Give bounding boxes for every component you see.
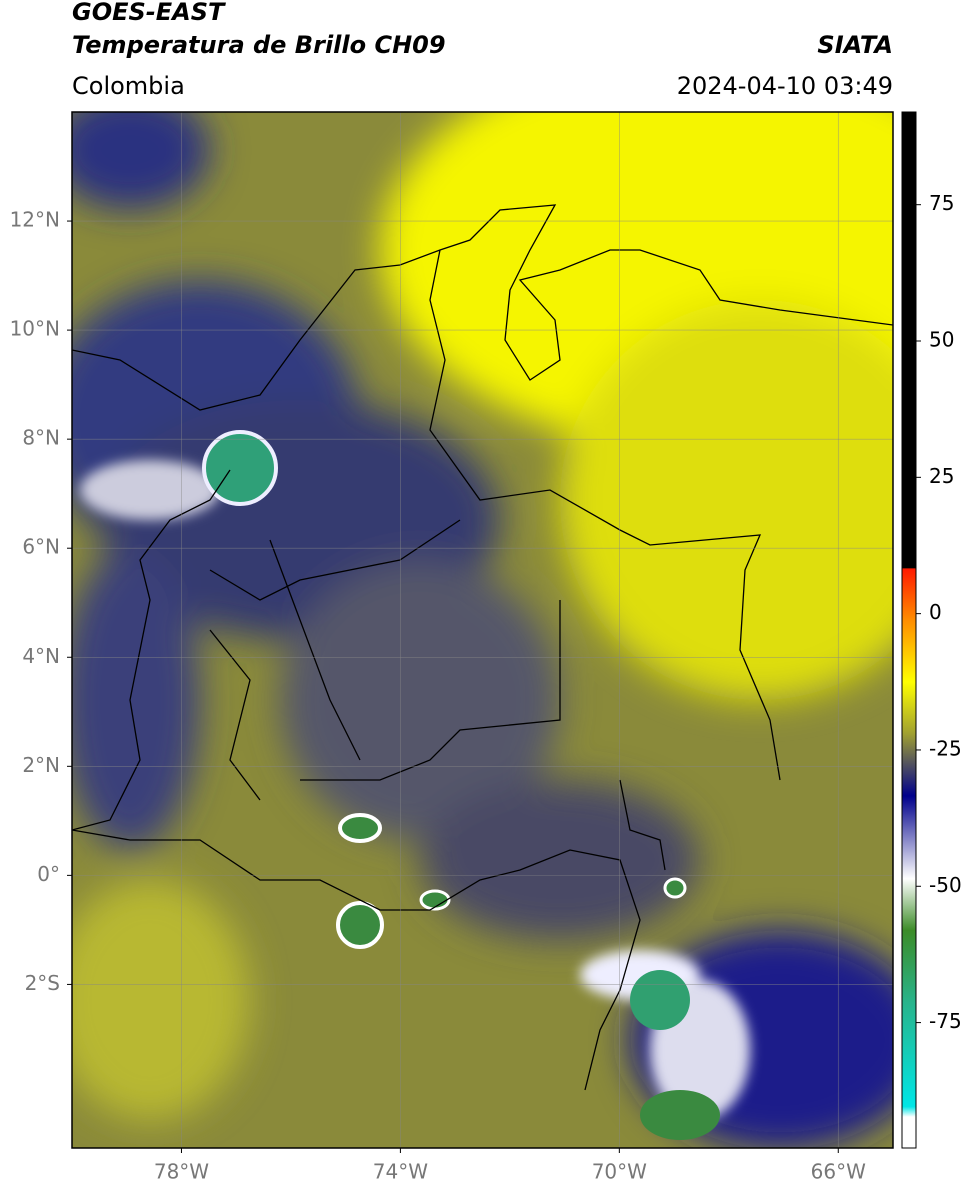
lat-tick-label: 0° [37,862,60,886]
colorbar-tick-label: -50 [929,873,962,897]
lon-tick-label: 78°W [154,1160,209,1184]
colorbar-tick-label: 75 [929,191,954,215]
colorbar-tick-label: -25 [929,736,962,760]
lat-tick-label: 2°N [22,753,60,777]
lat-tick-label: 4°N [22,644,60,668]
title: GOES-EAST [72,0,226,26]
lat-tick-label: 10°N [10,317,60,341]
timestamp: 2024-04-10 03:49 [677,72,893,100]
lat-tick-label: 2°S [25,971,60,995]
map-frame [71,111,894,1149]
colorbar [901,111,917,1149]
region: Colombia [72,72,185,100]
source: SIATA [817,31,893,59]
lat-tick-label: 12°N [10,208,60,232]
lon-tick-label: 66°W [811,1160,866,1184]
lat-tick-label: 8°N [22,426,60,450]
colorbar-tick-label: 0 [929,600,942,624]
colorbar-tick-label: 25 [929,464,954,488]
satellite-image [72,112,893,1148]
lat-tick-label: 6°N [22,535,60,559]
colorbar-tick-label: -75 [929,1009,962,1033]
lon-tick-label: 70°W [592,1160,647,1184]
lon-tick-label: 74°W [373,1160,428,1184]
colorbar-tick-label: 50 [929,328,954,352]
subtitle: Temperatura de Brillo CH09 [72,31,446,59]
